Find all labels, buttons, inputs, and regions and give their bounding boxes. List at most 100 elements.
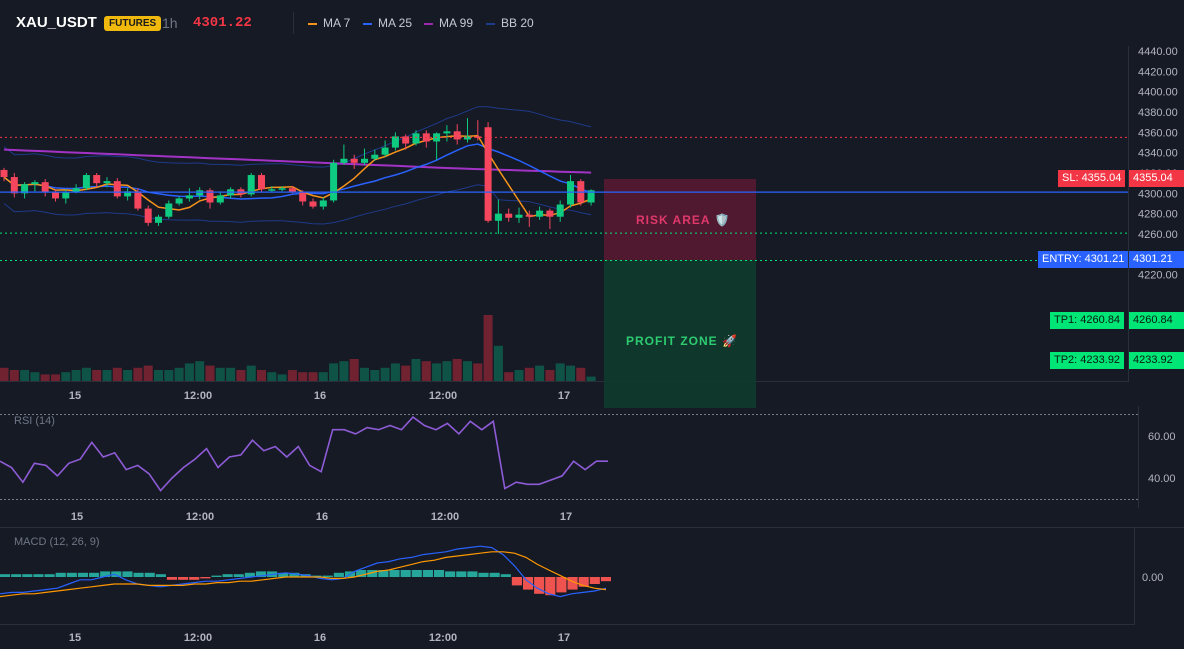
macd-tick-label: 0.00	[1142, 572, 1163, 584]
bb-upper-band	[3, 106, 592, 168]
candle-body	[556, 204, 564, 217]
candle-body	[31, 182, 39, 185]
candle-body	[134, 191, 142, 209]
candle-body	[536, 210, 544, 217]
candle-body	[165, 203, 173, 217]
macd-histogram-bar	[511, 577, 522, 586]
symbol-name[interactable]: XAU_USDT	[16, 14, 97, 31]
macd-histogram-bar	[556, 577, 567, 593]
macd-histogram-bar	[445, 571, 456, 577]
legend-ma25[interactable]: MA 25	[363, 16, 412, 30]
candle-body	[206, 190, 214, 203]
profit-zone-label: PROFIT ZONE 🚀	[626, 334, 738, 348]
time-tick-label: 12:00	[184, 390, 212, 402]
moving-averages	[3, 134, 592, 218]
volume-bar	[287, 370, 297, 381]
macd-histogram-bar	[144, 572, 155, 577]
macd-histogram-bar	[411, 570, 422, 577]
candle-body	[103, 181, 111, 184]
volume-bar	[215, 367, 225, 381]
candle-body	[309, 201, 317, 207]
volume-bar	[390, 363, 400, 381]
macd-histogram-bar	[489, 572, 500, 577]
candle-body	[443, 131, 451, 134]
macd-line	[0, 545, 607, 598]
macd-histogram-bar	[11, 574, 22, 577]
volume-bar	[576, 367, 586, 381]
volume-bar	[432, 363, 442, 381]
tp2-tag[interactable]: TP2: 4233.92	[1050, 352, 1125, 369]
candle-body	[505, 213, 513, 218]
price-tick-label: 4420.00	[1138, 66, 1178, 78]
candle-body	[464, 136, 471, 140]
macd-histogram-bar	[589, 577, 600, 584]
volume-bar	[102, 370, 112, 381]
entry-tag[interactable]: ENTRY: 4301.21	[1038, 251, 1129, 268]
legend-bb20[interactable]: BB 20	[486, 16, 534, 30]
timeframe-selector[interactable]: 1h	[162, 15, 178, 31]
candle-body	[361, 158, 368, 163]
volume-bar	[339, 361, 349, 381]
volume-bar	[308, 372, 318, 381]
candle-body	[288, 188, 296, 193]
candle-body	[381, 147, 389, 155]
volume-bar	[205, 365, 215, 381]
macd-histogram-bar	[578, 577, 589, 587]
candle-body	[93, 175, 101, 184]
time-tick-label: 12:00	[186, 511, 214, 523]
sl-tag[interactable]: SL: 4355.04	[1058, 170, 1126, 187]
macd-histogram-bar	[400, 570, 411, 577]
macd-histogram-bar	[600, 577, 611, 582]
time-tick-label: 16	[314, 632, 326, 644]
volume-bar	[277, 374, 287, 381]
macd-histogram-bar	[133, 572, 144, 577]
price-tick-label: 4280.00	[1138, 209, 1178, 221]
price-axis-ticks: 4440.00 4420.00 4400.00 4380.00 4360.00 4340.…	[1138, 46, 1178, 282]
macd-histogram-bar	[567, 577, 578, 590]
bb-lower-band	[3, 184, 592, 225]
volume-bar	[71, 370, 81, 381]
macd-histogram-bar	[467, 571, 478, 577]
candle-body	[278, 188, 286, 190]
volume-bar	[133, 367, 143, 381]
volume-bar	[0, 367, 9, 381]
candle-body	[525, 214, 533, 217]
tp1-tag[interactable]: TP1: 4260.84	[1050, 312, 1125, 329]
macd-histogram-bar	[22, 574, 33, 577]
volume-bar	[555, 363, 565, 381]
macd-histogram-bar	[178, 577, 189, 580]
price-tick-label: 4340.00	[1138, 148, 1178, 160]
volume-bar	[504, 372, 514, 381]
volume-bar	[123, 370, 133, 381]
volume-bars	[0, 315, 596, 381]
volume-bar	[411, 359, 421, 381]
candle-body	[52, 192, 59, 199]
volume-bar	[349, 359, 359, 381]
volume-bar	[401, 365, 411, 381]
volume-bar	[380, 367, 390, 381]
macd-histogram-bar	[433, 570, 445, 577]
ma99-line	[3, 148, 592, 174]
candle-body	[175, 198, 183, 204]
sl-axis-tag: 4355.04	[1129, 170, 1184, 187]
macd-histogram-bar	[456, 571, 467, 577]
candle-body	[82, 175, 90, 189]
legend-bb20-label: BB 20	[501, 16, 534, 30]
volume-bar	[112, 367, 122, 381]
legend-ma99[interactable]: MA 99	[424, 16, 473, 30]
profit-zone[interactable]	[604, 260, 756, 408]
volume-bar	[463, 361, 472, 381]
macd-histogram-bar	[422, 570, 433, 577]
ma99-swatch	[424, 22, 433, 25]
time-tick-label: 15	[69, 632, 81, 644]
volume-bar	[524, 367, 534, 381]
macd-histogram-bar	[389, 570, 400, 577]
ma7-line	[3, 134, 592, 218]
legend-ma7[interactable]: MA 7	[308, 16, 350, 30]
candle-body	[72, 188, 80, 193]
candle-body	[474, 136, 482, 138]
candle-body	[340, 158, 348, 163]
volume-bar	[154, 370, 163, 381]
last-price: 4301.22	[193, 15, 252, 31]
